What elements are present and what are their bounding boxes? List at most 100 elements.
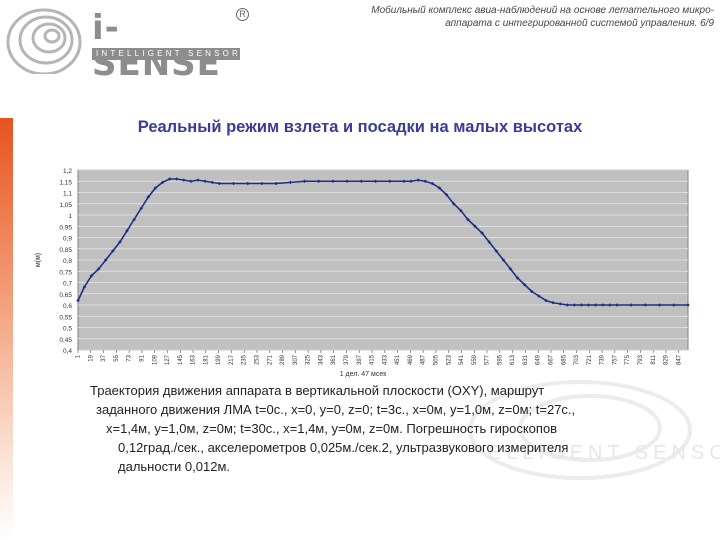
data-point (671, 303, 676, 307)
header-subtitle-line1: Мобильный комплекс авиа-наблюдений на ос… (371, 5, 714, 16)
data-point (260, 181, 264, 186)
x-tick-label: 757 (612, 354, 618, 365)
x-tick-label: 793 (638, 354, 644, 365)
logo-wordmark: i-SENSE (92, 8, 221, 84)
data-point (302, 179, 307, 184)
x-tick-label: 325 (306, 354, 312, 365)
watermark: ELLIGENT SENSORS (440, 380, 720, 480)
slide-title: Реальный режим взлета и посадки на малых… (137, 118, 583, 136)
x-tick-label: 73 (127, 354, 133, 361)
x-tick-label: 37 (101, 354, 107, 361)
x-tick-label: 199 (216, 354, 222, 365)
x-tick-label: 829 (664, 354, 670, 365)
x-tick-label: 217 (229, 354, 235, 365)
data-point (494, 249, 499, 253)
x-tick-label: 181 (203, 354, 209, 365)
data-point (608, 303, 612, 307)
data-point (203, 179, 207, 184)
data-point (487, 240, 491, 244)
data-point (89, 273, 94, 278)
data-point (473, 224, 477, 229)
y-tick-label: 0,65 (59, 292, 72, 299)
data-point (544, 298, 548, 303)
data-point (657, 303, 662, 307)
data-point (643, 303, 648, 307)
x-tick-label: 361 (331, 354, 337, 365)
x-tick-label: 253 (255, 354, 261, 365)
logo-tagline: INTELLIGENT SENSORS (92, 48, 240, 60)
data-point (373, 179, 378, 184)
data-point (288, 180, 293, 185)
data-point (537, 294, 541, 298)
data-point (600, 303, 605, 307)
x-tick-label: 703 (574, 354, 580, 365)
y-tick-label: 0,95 (59, 224, 72, 231)
data-point (451, 201, 456, 206)
data-point (174, 177, 179, 181)
y-tick-label: 1 (68, 213, 72, 220)
x-tick-label: 109 (152, 354, 158, 365)
data-point (125, 228, 129, 233)
x-tick-label: 469 (408, 354, 414, 365)
data-point (231, 181, 236, 186)
registered-mark: R (236, 8, 249, 21)
y-tick-label: 0,9 (63, 236, 72, 243)
header-subtitle-line2: аппарата с интегрированной системой упра… (445, 18, 714, 29)
x-tick-label: 667 (549, 354, 555, 365)
caption-line: 0,12град./сек., акселерометров 0,025м./с… (118, 440, 569, 455)
data-point (110, 249, 115, 253)
y-tick-label: 0,45 (59, 337, 72, 344)
y-tick-label: 0,4 (63, 348, 72, 355)
data-point (458, 208, 463, 213)
data-point (579, 303, 584, 307)
data-point (423, 179, 428, 184)
x-tick-label: 541 (459, 354, 465, 365)
x-axis-label: 1 дел. 47 мсек (340, 371, 387, 378)
data-point (593, 303, 598, 307)
data-point (189, 179, 193, 184)
x-tick-label: 271 (267, 354, 273, 365)
data-point (572, 303, 577, 307)
chart-container: 1,2 1,15 1,1 1,05 1 0,95 0,9 0,85 0,8 0,75 0,7 0,65… (30, 162, 694, 378)
logo-rings-icon (6, 8, 82, 74)
x-tick-label: 451 (395, 354, 401, 365)
x-tick-label: 595 (497, 354, 503, 365)
data-point (345, 179, 349, 184)
data-point (182, 178, 186, 182)
chart-caption: Траектория движения аппарата в вертикаль… (78, 381, 688, 476)
data-point (132, 217, 136, 222)
caption-line: x=1,4м, y=1,0м, z=0м; t=30с., x=1,4м, y=… (106, 421, 558, 436)
x-tick-label: 523 (446, 354, 452, 365)
accent-strip (0, 118, 13, 540)
y-tick-label: 1,1 (63, 191, 72, 198)
x-tick-label: 91 (139, 354, 145, 361)
data-point (515, 276, 520, 280)
data-point (402, 179, 406, 184)
x-tick-label: 235 (242, 354, 248, 365)
data-point (331, 179, 335, 184)
y-tick-label: 1,2 (63, 168, 72, 175)
data-point (210, 180, 215, 185)
data-point (522, 282, 527, 287)
data-point (96, 267, 101, 271)
y-tick-label: 0,75 (59, 269, 72, 276)
data-point (686, 303, 690, 307)
x-tick-label: 577 (485, 354, 491, 365)
y-tick-label: 1,05 (59, 202, 72, 209)
x-tick-label: 487 (421, 354, 427, 365)
y-tick-label: 0,7 (63, 281, 72, 288)
x-tick-label: 433 (382, 354, 388, 365)
x-tick-label: 127 (165, 354, 171, 365)
x-tick-label: 163 (191, 354, 197, 365)
x-tick-label: 343 (318, 354, 324, 365)
data-point (139, 206, 144, 211)
x-tick-label: 649 (536, 354, 542, 365)
x-tick-label: 307 (293, 354, 299, 365)
y-axis-label: м(м) (35, 253, 42, 267)
data-point (82, 285, 87, 289)
data-point (103, 258, 108, 262)
caption-line: дальности 0,012м. (118, 459, 230, 474)
data-point (387, 179, 392, 184)
x-tick-label: 397 (357, 354, 363, 365)
y-tick-label: 0,85 (59, 247, 72, 254)
